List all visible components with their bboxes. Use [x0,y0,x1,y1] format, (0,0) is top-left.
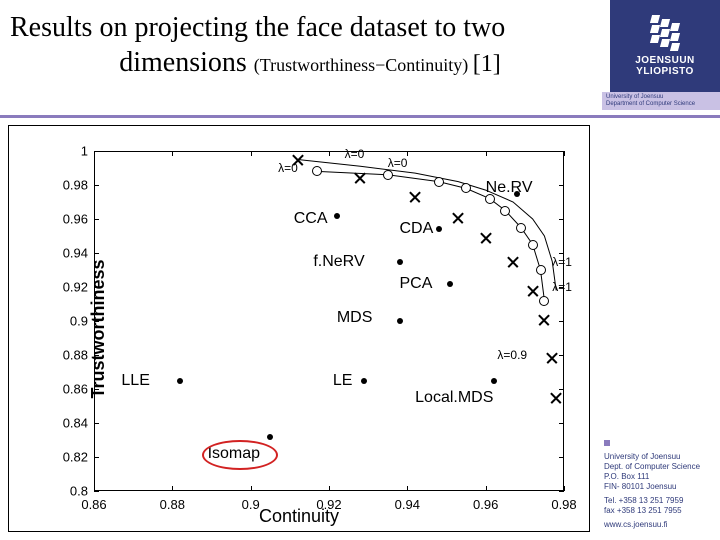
method-point [177,378,183,384]
nerv-cross-marker [452,212,464,224]
method-label: LE [333,372,353,390]
method-point [334,213,340,219]
y-tick-label: 0.92 [50,280,88,295]
y-tick-label: 0.88 [50,348,88,363]
nerv-cross-marker [507,256,519,268]
x-tick-label: 0.94 [395,497,420,512]
method-point [397,259,403,265]
trustworthiness-continuity-chart: Trustworthiness Continuity 0.860.880.90.… [8,125,590,532]
lambda-label: λ=0 [388,156,408,170]
method-label: CDA [400,220,434,238]
method-point [447,281,453,287]
x-tick-label: 0.92 [316,497,341,512]
y-tick-label: 0.8 [50,484,88,499]
footer-bullet-icon [604,440,610,446]
x-tick-label: 0.9 [242,497,260,512]
method-label: CCA [294,210,328,228]
method-label: PCA [400,275,433,293]
nerv-circle-marker [383,170,393,180]
method-point [397,318,403,324]
nerv-circle-marker [312,166,322,176]
nerv-cross-marker [409,191,421,203]
method-point [361,378,367,384]
nerv-cross-marker [538,314,550,326]
y-tick-label: 0.96 [50,212,88,227]
x-tick-label: 0.96 [473,497,498,512]
y-tick-label: 0.98 [50,178,88,193]
method-label: MDS [337,309,373,327]
logo-icon [651,15,679,51]
uni-name-1: JOENSUUN [635,55,695,66]
uni-name-2: YLIOPISTO [636,66,694,77]
y-tick-label: 0.86 [50,382,88,397]
y-tick-label: 0.9 [50,314,88,329]
nerv-cross-marker [527,285,539,297]
method-label: Local.MDS [415,389,493,407]
nerv-circle-marker [539,296,549,306]
slide-title: Results on projecting the face dataset t… [10,10,610,80]
y-tick-label: 0.82 [50,450,88,465]
x-tick-label: 0.86 [81,497,106,512]
nerv-circle-marker [516,223,526,233]
lambda-label: λ=0 [278,161,298,175]
footer-contact: University of Joensuu Dept. of Computer … [604,440,716,530]
y-tick-label: 1 [50,144,88,159]
method-label: Ne.RV [486,179,533,197]
separator-bar [0,115,720,118]
nerv-circle-marker [528,240,538,250]
nerv-cross-marker [550,392,562,404]
nerv-cross-marker [546,352,558,364]
method-label: f.NeRV [313,253,364,271]
method-point [267,434,273,440]
nerv-circle-marker [500,206,510,216]
y-tick-label: 0.84 [50,416,88,431]
method-point [436,226,442,232]
nerv-circle-marker [461,183,471,193]
highlight-ellipse [202,440,278,470]
method-label: LLE [121,372,149,390]
lambda-label: λ=0.9 [497,348,527,362]
method-point [491,378,497,384]
x-tick-label: 0.88 [160,497,185,512]
y-tick-label: 0.94 [50,246,88,261]
nerv-circle-marker [434,177,444,187]
lambda-label: λ=1 [552,280,572,294]
nerv-cross-marker [354,172,366,184]
nerv-cross-marker [480,232,492,244]
lambda-label: λ=1 [552,255,572,269]
uni-subtitle: University of Joensuu Department of Comp… [602,92,720,110]
x-tick-label: 0.98 [551,497,576,512]
lambda-label: λ=0 [345,147,365,161]
university-logo-block: JOENSUUNYLIOPISTO [610,0,720,92]
nerv-circle-marker [536,265,546,275]
plot-area: 0.860.880.90.920.940.960.980.80.820.840.… [94,151,564,491]
